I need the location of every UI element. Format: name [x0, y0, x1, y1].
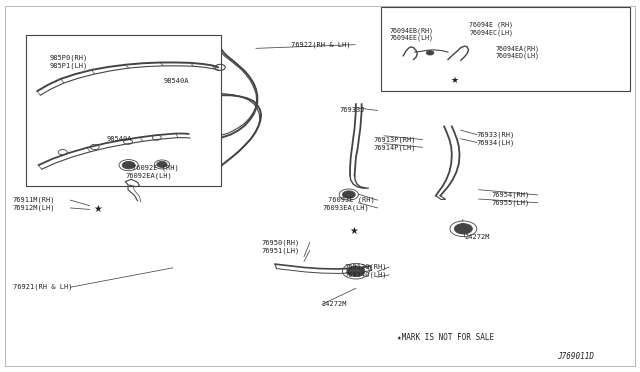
Text: 76934(LH): 76934(LH): [477, 139, 515, 146]
Text: 76094EB(RH): 76094EB(RH): [389, 27, 433, 34]
Bar: [381, 7, 630, 91]
Circle shape: [122, 161, 135, 169]
Text: 76093EA(LH): 76093EA(LH): [323, 205, 369, 211]
Text: ★: ★: [349, 227, 358, 236]
Text: 76954(RH): 76954(RH): [492, 192, 530, 198]
Text: ★: ★: [451, 76, 458, 85]
Text: 76933(RH): 76933(RH): [477, 131, 515, 138]
Text: J769011D: J769011D: [557, 352, 594, 361]
Text: 76093E (RH): 76093E (RH): [328, 197, 374, 203]
Text: 76094EC(LH): 76094EC(LH): [469, 29, 513, 36]
Text: 985P1(LH): 985P1(LH): [50, 63, 88, 70]
Text: 76094EA(RH): 76094EA(RH): [496, 45, 540, 52]
Text: 76092E (RH): 76092E (RH): [132, 165, 179, 171]
Circle shape: [342, 191, 355, 198]
Text: 98540A: 98540A: [107, 136, 132, 142]
Text: 24272M: 24272M: [465, 234, 490, 240]
Text: 76955(LH): 76955(LH): [492, 199, 530, 206]
Circle shape: [347, 266, 365, 276]
Text: 76912M(LH): 76912M(LH): [13, 205, 55, 211]
Text: 76922(RH & LH): 76922(RH & LH): [291, 41, 351, 48]
Text: 76914O(LH): 76914O(LH): [344, 272, 387, 278]
Text: 76911M(RH): 76911M(RH): [13, 197, 55, 203]
Text: 76913P(RH): 76913P(RH): [373, 136, 415, 143]
Text: 76913O(RH): 76913O(RH): [344, 264, 387, 270]
Text: 76094ED(LH): 76094ED(LH): [496, 53, 540, 60]
Text: 76092EA(LH): 76092EA(LH): [125, 173, 172, 179]
Text: 98540A: 98540A: [163, 78, 189, 84]
Text: 76921(RH & LH): 76921(RH & LH): [13, 284, 72, 291]
Text: ★: ★: [93, 205, 102, 214]
Text: 76094E (RH): 76094E (RH): [469, 21, 513, 28]
Text: 76914P(LH): 76914P(LH): [373, 144, 415, 151]
Circle shape: [454, 224, 472, 234]
Text: 985P0(RH): 985P0(RH): [50, 54, 88, 61]
Circle shape: [157, 161, 167, 167]
Text: 76951(LH): 76951(LH): [261, 247, 300, 254]
Text: 76950(RH): 76950(RH): [261, 239, 300, 246]
Bar: [26, 35, 221, 186]
Text: 76933J: 76933J: [339, 108, 365, 113]
Text: 24272M: 24272M: [322, 301, 348, 307]
Text: 76094EE(LH): 76094EE(LH): [389, 35, 433, 41]
Circle shape: [426, 51, 434, 55]
Text: ★MARK IS NOT FOR SALE: ★MARK IS NOT FOR SALE: [397, 333, 494, 342]
